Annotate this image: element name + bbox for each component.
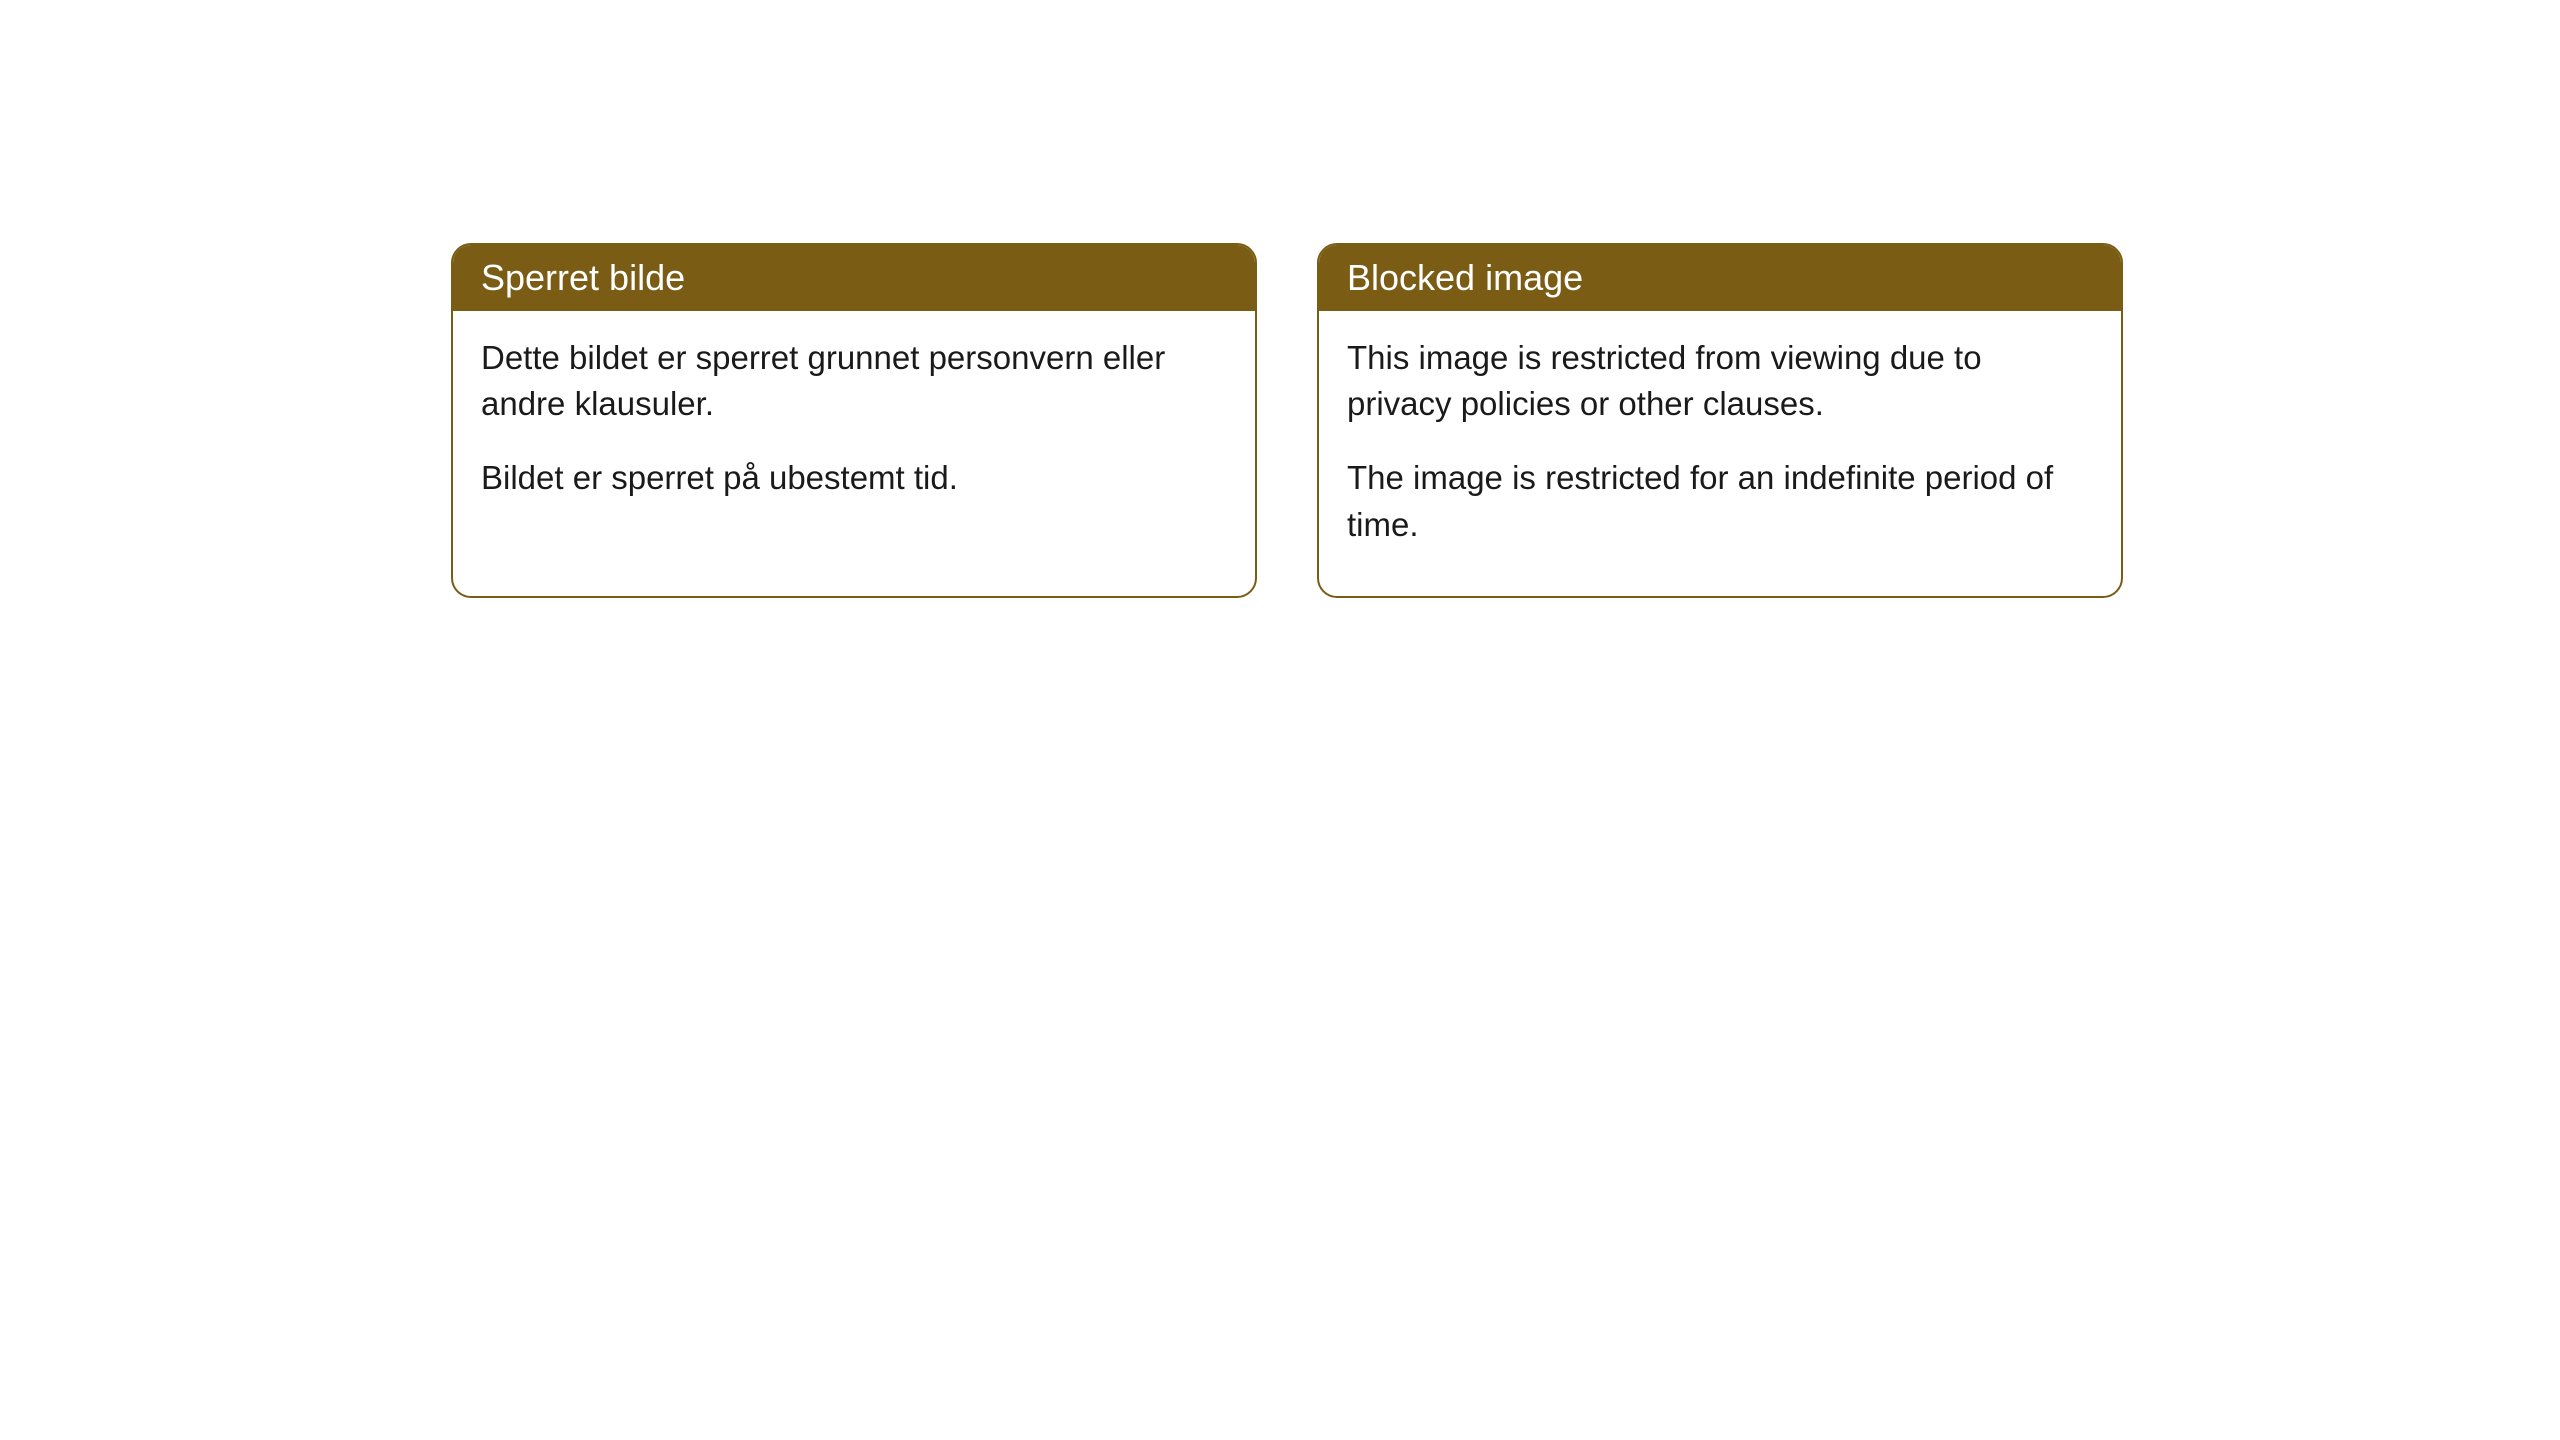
card-paragraph-2-norwegian: Bildet er sperret på ubestemt tid. (481, 455, 1227, 501)
card-title-english: Blocked image (1319, 245, 2121, 311)
card-paragraph-1-english: This image is restricted from viewing du… (1347, 335, 2093, 427)
blocked-image-card-norwegian: Sperret bilde Dette bildet er sperret gr… (451, 243, 1257, 598)
card-body-norwegian: Dette bildet er sperret grunnet personve… (453, 311, 1255, 550)
card-body-english: This image is restricted from viewing du… (1319, 311, 2121, 596)
info-cards-container: Sperret bilde Dette bildet er sperret gr… (451, 243, 2123, 598)
card-paragraph-1-norwegian: Dette bildet er sperret grunnet personve… (481, 335, 1227, 427)
card-title-norwegian: Sperret bilde (453, 245, 1255, 311)
card-paragraph-2-english: The image is restricted for an indefinit… (1347, 455, 2093, 547)
blocked-image-card-english: Blocked image This image is restricted f… (1317, 243, 2123, 598)
